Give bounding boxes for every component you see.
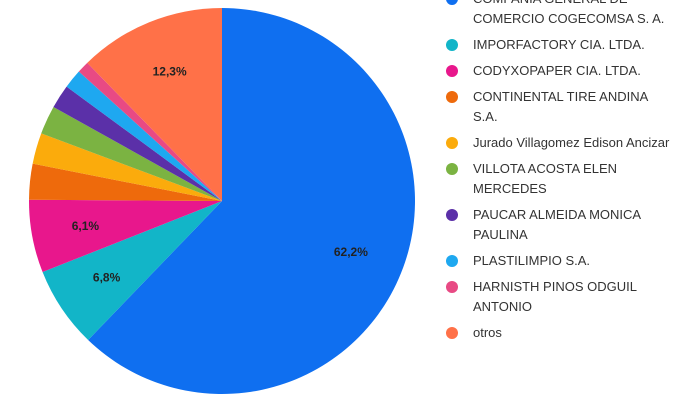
legend-item: PAUCAR ALMEIDA MONICA PAULINA	[446, 205, 678, 245]
legend-item: CODYXOPAPER CIA. LTDA.	[446, 61, 678, 81]
pie-slice	[42, 201, 223, 341]
legend-marker	[446, 91, 458, 103]
slice-label: 12,3%	[153, 64, 187, 78]
legend-item: COMPAÑIA GENERAL DE COMERCIO COGECOMSA S…	[446, 0, 678, 29]
legend-label: otros	[473, 325, 502, 340]
legend-marker	[446, 327, 458, 339]
pie-slice	[87, 8, 222, 201]
pie-chart: 62,2% 6,8% 6,1% 12,3%	[28, 8, 415, 395]
legend-item: HARNISTH PINOS ODGUIL ANTONIO	[446, 277, 678, 317]
legend-label: VILLOTA ACOSTA ELEN MERCEDES	[473, 161, 618, 196]
legend-item: VILLOTA ACOSTA ELEN MERCEDES	[446, 159, 678, 199]
slice-label: 6,1%	[72, 219, 100, 233]
legend-item: otros	[446, 323, 678, 343]
legend-item: IMPORFACTORY CIA. LTDA.	[446, 35, 678, 55]
legend-label: PLASTILIMPIO S.A.	[473, 253, 591, 268]
legend-marker	[446, 137, 458, 149]
pie-slice	[66, 71, 222, 202]
legend-label: Jurado Villagomez Edison Ancizar	[473, 135, 670, 150]
legend-label: CONTINENTAL TIRE ANDINA S.A.	[473, 89, 648, 124]
legend-marker	[446, 281, 458, 293]
legend-item: CONTINENTAL TIRE ANDINA S.A.	[446, 87, 678, 127]
legend-item: PLASTILIMPIO S.A.	[446, 251, 678, 271]
legend: COMPAÑIA GENERAL DE COMERCIO COGECOMSA S…	[446, 0, 678, 349]
legend-marker	[446, 163, 458, 175]
legend-item: Jurado Villagomez Edison Ancizar	[446, 133, 678, 153]
pie-slice	[41, 106, 222, 201]
pie-slice	[32, 133, 222, 201]
pie-slice	[29, 163, 222, 201]
legend-marker	[446, 255, 458, 267]
legend-label: CODYXOPAPER CIA. LTDA.	[473, 63, 641, 78]
legend-marker	[446, 65, 458, 77]
slice-label: 62,2%	[334, 245, 368, 259]
legend-label: HARNISTH PINOS ODGUIL ANTONIO	[473, 279, 637, 314]
legend-label: COMPAÑIA GENERAL DE COMERCIO COGECOMSA S…	[473, 0, 665, 26]
legend-marker	[446, 209, 458, 221]
pie-slice	[88, 8, 415, 395]
slice-label: 6,8%	[93, 271, 121, 285]
pie-slice	[53, 86, 223, 201]
legend-marker	[446, 0, 458, 5]
pie-slice	[78, 62, 222, 202]
pie-slice	[28, 199, 222, 273]
legend-marker	[446, 39, 458, 51]
legend-label: PAUCAR ALMEIDA MONICA PAULINA	[473, 207, 641, 242]
legend-label: IMPORFACTORY CIA. LTDA.	[473, 37, 645, 52]
